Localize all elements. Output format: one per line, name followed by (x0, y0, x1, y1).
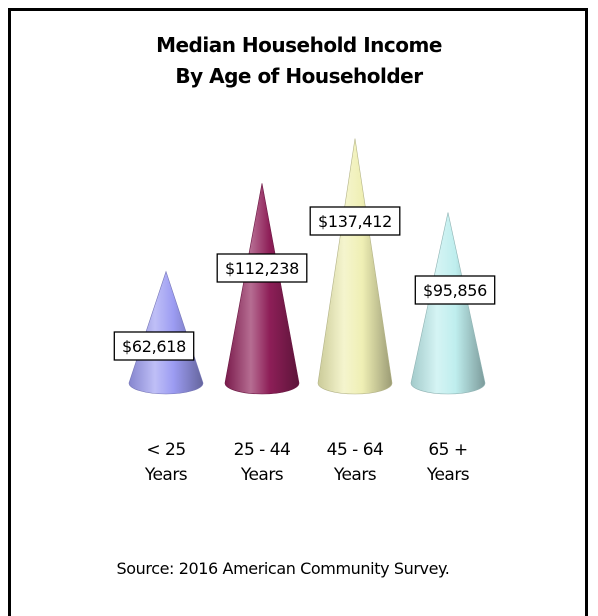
category-label-1-line-1: < 25 (146, 440, 185, 460)
cone-3 (317, 138, 393, 395)
data-label-1: $62,618 (122, 337, 186, 356)
chart-title-line-1: Median Household Income (156, 33, 442, 57)
data-label-2: $112,238 (225, 259, 299, 278)
data-label-4: $95,856 (423, 281, 487, 300)
category-labels: < 25 Years 25 - 44 Years 45 - 64 Years 65 + Yea… (144, 440, 470, 485)
data-labels: $62,618 $112,238 $137,412 $95,856 (113, 206, 496, 361)
category-label-1-line-2: Years (144, 465, 188, 485)
category-label-3-line-2: Years (333, 465, 377, 485)
category-label-2-line-1: 25 - 44 (234, 440, 291, 460)
data-label-box-4 (414, 275, 496, 305)
data-label-3: $137,412 (318, 212, 392, 231)
category-label-3-line-1: 45 - 64 (327, 440, 384, 460)
cone-2 (224, 183, 300, 395)
source-note: Source: 2016 American Community Survey. (116, 559, 449, 578)
chart-title-line-2: By Age of Householder (175, 64, 423, 88)
data-label-box-2 (216, 253, 308, 283)
chart-frame (8, 8, 588, 616)
category-label-2-line-2: Years (240, 465, 284, 485)
data-label-box-3 (309, 206, 401, 236)
data-label-box-1 (113, 331, 195, 361)
category-label-4-line-2: Years (426, 465, 470, 485)
category-label-4-line-1: 65 + (428, 440, 467, 460)
